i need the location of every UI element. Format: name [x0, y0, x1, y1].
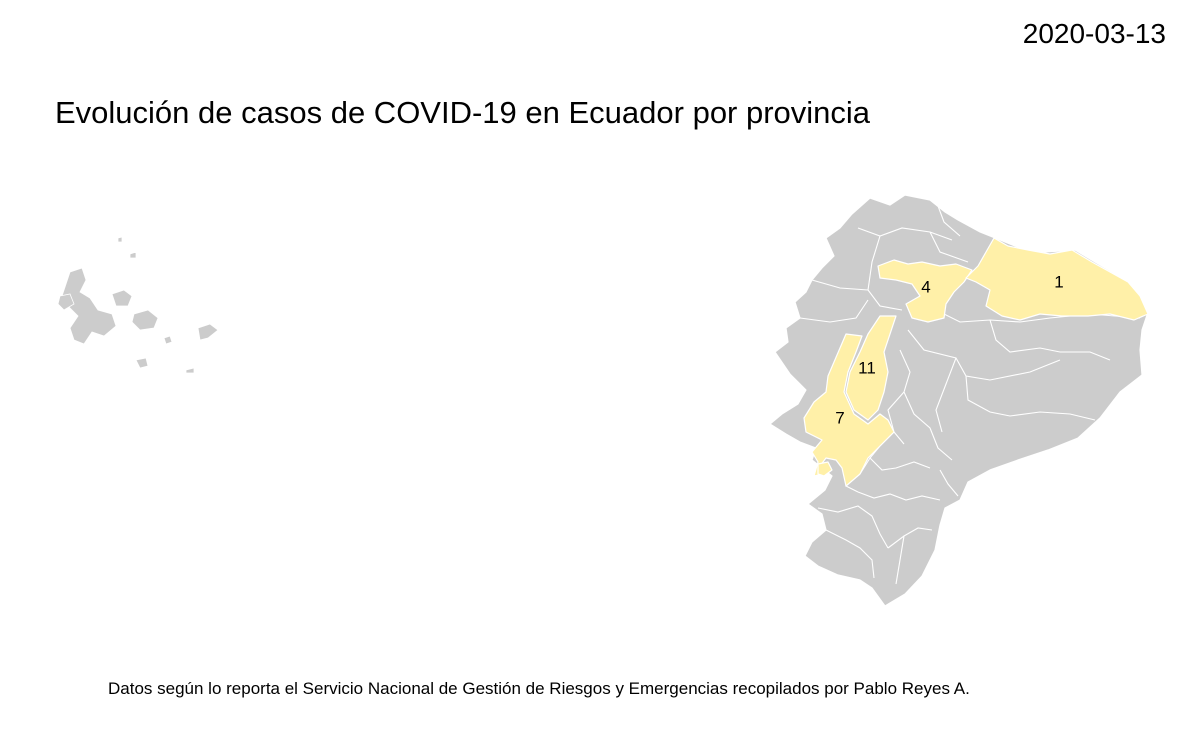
province-borders [799, 205, 1141, 585]
island-santiago [111, 289, 133, 307]
province-pichincha [877, 259, 973, 323]
case-label-los-rios: 11 [858, 358, 876, 377]
provinces-with-cases [803, 237, 1149, 487]
case-label-pichincha: 4 [921, 277, 930, 296]
island-fernandina [57, 293, 75, 311]
galapagos-islands [57, 236, 219, 374]
island-espanola [185, 367, 195, 374]
island-san-cristobal [197, 323, 219, 341]
date-label: 2020-03-13 [1022, 18, 1166, 49]
case-label-guayas: 7 [835, 408, 844, 427]
case-label-sucumbios: 1 [1054, 272, 1063, 291]
island-puna [817, 461, 833, 477]
island-pinta [117, 236, 123, 243]
island-isabela [61, 267, 117, 345]
island-santa-cruz [131, 309, 159, 331]
province-guayas [803, 333, 895, 487]
map-caption: Datos según lo reporta el Servicio Nacio… [108, 679, 970, 698]
map-title: Evolución de casos de COVID-19 en Ecuado… [55, 95, 871, 130]
mainland-ecuador [769, 194, 1149, 607]
island-floreana [135, 357, 149, 369]
case-labels: 4 1 11 7 [835, 272, 1063, 427]
province-los-rios [845, 315, 897, 421]
island-santa-fe [163, 335, 173, 345]
island-marchena [129, 251, 137, 259]
province-sucumbios [965, 237, 1149, 321]
